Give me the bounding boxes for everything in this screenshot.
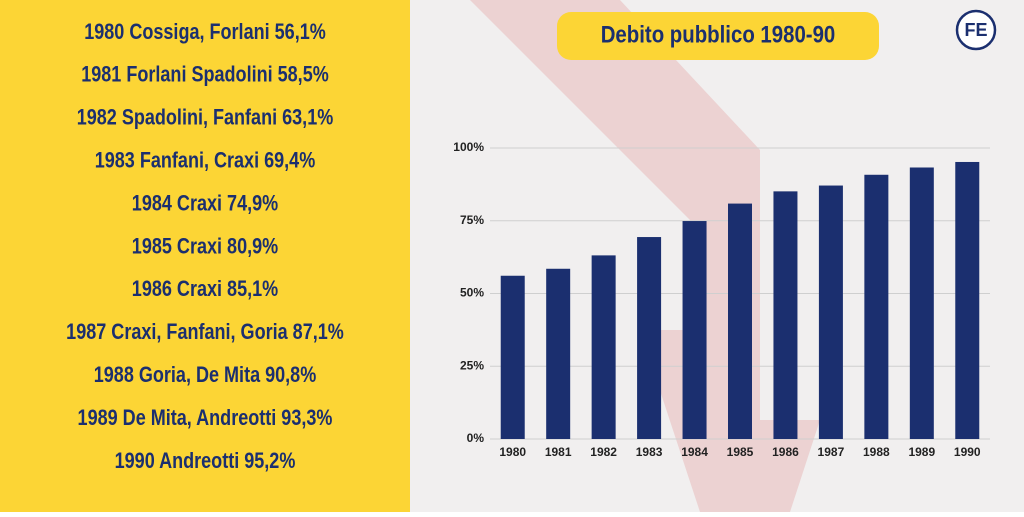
list-item: 1989 De Mita, Andreotti 93,3% bbox=[78, 406, 333, 430]
logo: FE bbox=[964, 20, 987, 40]
list-item: 1990 Andreotti 95,2% bbox=[115, 449, 296, 473]
x-tick-label: 1989 bbox=[908, 445, 935, 459]
x-tick-label: 1985 bbox=[727, 445, 754, 459]
list-item: 1982 Spadolini, Fanfani 63,1% bbox=[77, 106, 334, 130]
bar bbox=[637, 237, 662, 439]
list-item: 1980 Cossiga, Forlani 56,1% bbox=[84, 20, 326, 44]
title-pill bbox=[557, 12, 879, 60]
x-tick-label: 1983 bbox=[636, 445, 663, 459]
y-tick-label: 0% bbox=[467, 431, 485, 445]
bar bbox=[955, 161, 980, 439]
x-tick-label: 1990 bbox=[954, 445, 981, 459]
list-item: 1983 Fanfani, Craxi 69,4% bbox=[95, 149, 316, 173]
bar bbox=[500, 275, 525, 439]
bar bbox=[546, 268, 571, 439]
bar bbox=[728, 203, 752, 439]
list-item: 1986 Craxi 85,1% bbox=[132, 278, 278, 302]
y-tick-label: 50% bbox=[460, 286, 484, 300]
list-item: 1984 Craxi 74,9% bbox=[132, 192, 278, 216]
y-tick-label: 75% bbox=[460, 213, 484, 227]
x-tick-label: 1987 bbox=[818, 445, 845, 459]
x-tick-label: 1982 bbox=[590, 445, 617, 459]
x-tick-label: 1986 bbox=[772, 445, 799, 459]
bar bbox=[864, 174, 889, 439]
bar bbox=[591, 255, 616, 439]
list-item: 1987 Craxi, Fanfani, Goria 87,1% bbox=[66, 321, 344, 345]
x-tick-label: 1984 bbox=[681, 445, 708, 459]
bar bbox=[818, 185, 843, 439]
list-item: 1988 Goria, De Mita 90,8% bbox=[94, 363, 317, 387]
logo-circle bbox=[955, 9, 997, 51]
y-tick-label: 100% bbox=[453, 140, 484, 154]
x-tick-label: 1988 bbox=[863, 445, 890, 459]
bar bbox=[682, 221, 707, 439]
left-panel bbox=[0, 0, 410, 512]
list-item: 1981 Forlani Spadolini 58,5% bbox=[81, 63, 329, 87]
bar bbox=[773, 191, 798, 439]
x-tick-label: 1981 bbox=[545, 445, 572, 459]
x-tick-label: 1980 bbox=[499, 445, 526, 459]
bar bbox=[909, 167, 934, 439]
y-tick-label: 25% bbox=[460, 358, 484, 372]
list-item: 1985 Craxi 80,9% bbox=[132, 235, 278, 259]
chart-title: Debito pubblico 1980-90 bbox=[601, 21, 836, 48]
